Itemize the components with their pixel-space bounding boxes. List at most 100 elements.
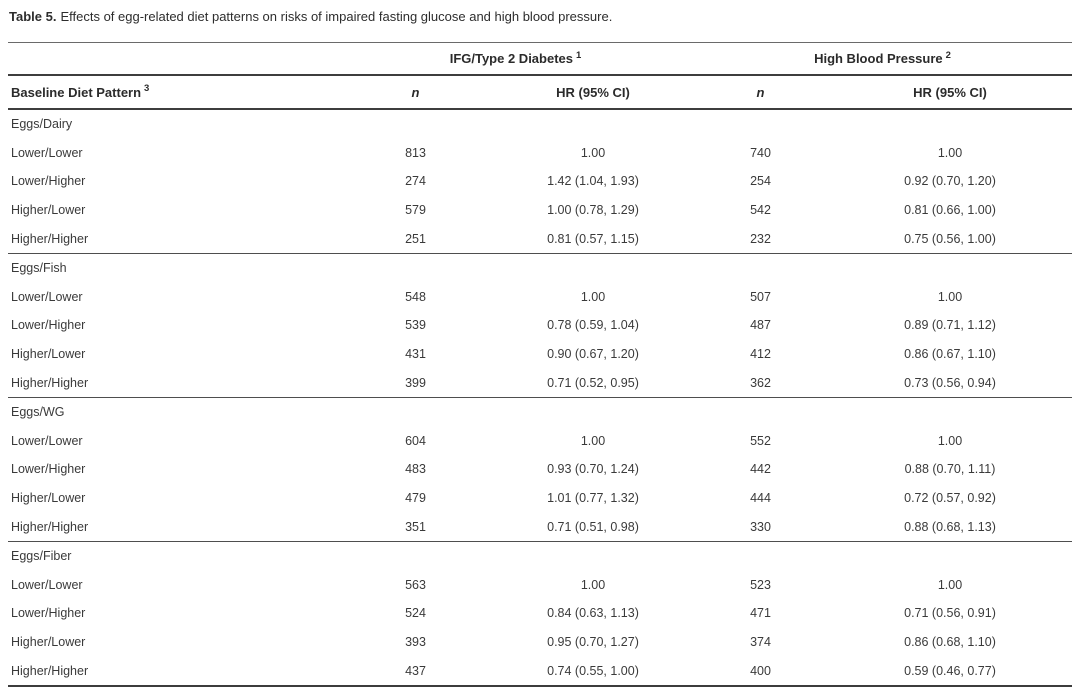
section-eggs-wg: Eggs/WG Lower/Lower 604 1.00 552 1.00 Lo…: [8, 397, 1072, 541]
cell-ifg-n: 393: [405, 634, 426, 649]
cell-hbp-n: 232: [750, 231, 771, 246]
section-eggs-fiber: Eggs/Fiber Lower/Lower 563 1.00 523 1.00…: [8, 541, 1072, 685]
cell-pattern: Lower/Higher: [11, 318, 86, 333]
cell-pattern: Higher/Higher: [11, 375, 89, 390]
section-eggs-fish: Eggs/Fish Lower/Lower 548 1.00 507 1.00 …: [8, 253, 1072, 397]
cell-hbp-hr: 0.75 (0.56, 1.00): [904, 231, 996, 246]
cell-hbp-hr: 0.72 (0.57, 0.92): [904, 491, 996, 506]
column-header-hbp-n: n: [693, 75, 828, 110]
cell-hbp-n: 374: [750, 634, 771, 649]
column-header-ifg-hr: HR (95% CI): [493, 75, 693, 110]
cell-ifg-hr: 1.00: [580, 433, 606, 448]
footnote-marker-1: 1: [576, 49, 582, 61]
table-row: Lower/Higher 524 0.84 (0.63, 1.13) 471 0…: [8, 599, 1072, 628]
column-header-hbp-hr: HR (95% CI): [828, 75, 1072, 110]
section-header-row: Eggs/Fiber: [8, 541, 1072, 570]
table-row: Lower/Lower 563 1.00 523 1.00: [8, 571, 1072, 600]
cell-ifg-hr: 0.71 (0.52, 0.95): [547, 375, 639, 390]
cell-ifg-n: 437: [405, 663, 426, 678]
table-row: Higher/Higher 437 0.74 (0.55, 1.00) 400 …: [8, 656, 1072, 686]
cell-hbp-hr: 0.59 (0.46, 0.77): [904, 663, 996, 678]
footnote-marker-2: 2: [945, 49, 951, 61]
cell-pattern: Higher/Higher: [11, 519, 89, 534]
cell-ifg-n: 563: [405, 577, 426, 592]
cell-hbp-n: 412: [750, 347, 771, 362]
cell-hbp-hr: 0.73 (0.56, 0.94): [904, 375, 996, 390]
cell-ifg-hr: 1.01 (0.77, 1.32): [547, 491, 639, 506]
cell-hbp-hr: 0.88 (0.68, 1.13): [904, 519, 996, 534]
group-header-ifg-diabetes: IFG/Type 2 Diabetes 1: [338, 42, 693, 76]
cell-pattern: Higher/Lower: [11, 347, 86, 362]
cell-ifg-n: 351: [405, 519, 426, 534]
cell-ifg-hr: 1.00: [580, 145, 606, 160]
cell-ifg-hr: 0.95 (0.70, 1.27): [547, 634, 639, 649]
cell-hbp-hr: 0.81 (0.66, 1.00): [904, 203, 996, 218]
section-title: Eggs/WG: [11, 405, 65, 420]
cell-hbp-n: 254: [750, 174, 771, 189]
column-header-diet-pattern-label: Baseline Diet Pattern: [11, 84, 142, 100]
section-title: Eggs/Fish: [11, 261, 67, 276]
column-header-diet-pattern: Baseline Diet Pattern 3: [8, 75, 338, 110]
table-row: Lower/Higher 539 0.78 (0.59, 1.04) 487 0…: [8, 311, 1072, 340]
cell-ifg-n: 604: [405, 433, 426, 448]
cell-pattern: Lower/Lower: [11, 577, 83, 592]
table-caption: Table 5. Effects of egg-related diet patt…: [0, 0, 1080, 25]
cell-ifg-n: 483: [405, 462, 426, 477]
cell-ifg-hr: 0.74 (0.55, 1.00): [547, 663, 639, 678]
cell-ifg-hr: 0.84 (0.63, 1.13): [547, 606, 639, 621]
cell-pattern: Higher/Lower: [11, 634, 86, 649]
cell-hbp-hr: 1.00: [937, 289, 963, 304]
cell-ifg-n: 813: [405, 145, 426, 160]
cell-pattern: Lower/Higher: [11, 606, 86, 621]
group-header-hbp-label: High Blood Pressure: [814, 51, 943, 66]
cell-ifg-hr: 0.90 (0.67, 1.20): [547, 347, 639, 362]
section-header-row: Eggs/Fish: [8, 253, 1072, 282]
cell-ifg-hr: 0.71 (0.51, 0.98): [547, 519, 639, 534]
section-title: Eggs/Fiber: [11, 549, 72, 564]
cell-pattern: Lower/Higher: [11, 462, 86, 477]
group-header-ifg-label: IFG/Type 2 Diabetes: [449, 51, 573, 66]
cell-ifg-hr: 0.78 (0.59, 1.04): [547, 318, 639, 333]
cell-pattern: Lower/Lower: [11, 289, 83, 304]
cell-hbp-n: 362: [750, 375, 771, 390]
cell-ifg-hr: 1.00: [580, 577, 606, 592]
cell-hbp-hr: 0.86 (0.67, 1.10): [904, 347, 996, 362]
table-head: IFG/Type 2 Diabetes 1 High Blood Pressure…: [8, 42, 1072, 110]
table-row: Higher/Higher 399 0.71 (0.52, 0.95) 362 …: [8, 368, 1072, 397]
table-caption-text: Effects of egg-related diet patterns on …: [60, 9, 613, 24]
table-row: Lower/Lower 548 1.00 507 1.00: [8, 283, 1072, 312]
cell-hbp-n: 740: [750, 145, 771, 160]
cell-hbp-hr: 0.71 (0.56, 0.91): [904, 606, 996, 621]
table-row: Higher/Lower 479 1.01 (0.77, 1.32) 444 0…: [8, 484, 1072, 513]
cell-pattern: Lower/Higher: [11, 174, 86, 189]
cell-ifg-n: 251: [405, 231, 426, 246]
cell-hbp-n: 523: [750, 577, 771, 592]
table-row: Lower/Higher 483 0.93 (0.70, 1.24) 442 0…: [8, 455, 1072, 484]
cell-ifg-n: 579: [405, 203, 426, 218]
group-header-high-blood-pressure: High Blood Pressure 2: [693, 42, 1072, 76]
cell-ifg-hr: 1.00: [580, 289, 606, 304]
cell-hbp-hr: 1.00: [937, 433, 963, 448]
table-row: Higher/Higher 351 0.71 (0.51, 0.98) 330 …: [8, 512, 1072, 541]
column-header-ifg-n: n: [338, 75, 493, 110]
table-row: Higher/Lower 431 0.90 (0.67, 1.20) 412 0…: [8, 340, 1072, 369]
cell-ifg-n: 524: [405, 606, 426, 621]
cell-hbp-hr: 0.88 (0.70, 1.11): [904, 462, 996, 477]
section-title: Eggs/Dairy: [11, 117, 73, 132]
cell-pattern: Lower/Lower: [11, 145, 83, 160]
cell-pattern: Lower/Lower: [11, 433, 83, 448]
section-header-row: Eggs/WG: [8, 397, 1072, 426]
table-row: Lower/Lower 813 1.00 740 1.00: [8, 139, 1072, 168]
cell-pattern: Higher/Lower: [11, 491, 86, 506]
table-caption-label: Table 5.: [9, 9, 57, 24]
table-row: Higher/Lower 393 0.95 (0.70, 1.27) 374 0…: [8, 628, 1072, 657]
cell-ifg-hr: 0.81 (0.57, 1.15): [547, 231, 639, 246]
table-row: Higher/Higher 251 0.81 (0.57, 1.15) 232 …: [8, 224, 1072, 253]
cell-ifg-n: 548: [405, 289, 426, 304]
cell-ifg-hr: 1.00 (0.78, 1.29): [547, 203, 639, 218]
section-eggs-dairy: Eggs/Dairy Lower/Lower 813 1.00 740 1.00…: [8, 109, 1072, 253]
cell-hbp-hr: 0.86 (0.68, 1.10): [904, 634, 996, 649]
cell-ifg-n: 479: [405, 491, 426, 506]
cell-hbp-n: 552: [750, 433, 771, 448]
